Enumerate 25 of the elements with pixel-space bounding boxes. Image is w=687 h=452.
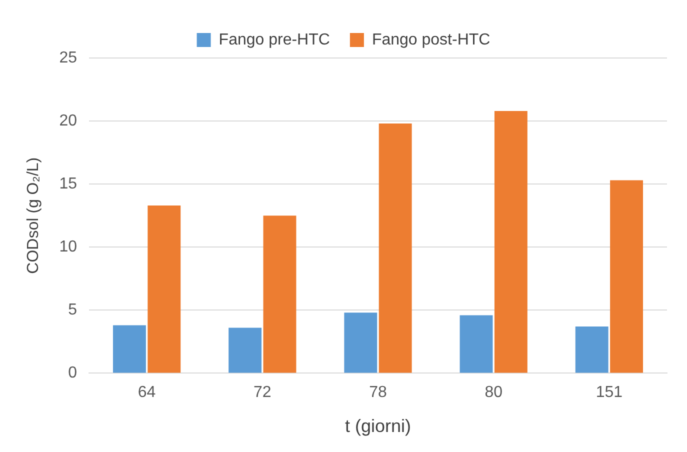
y-tick-label: 10 (59, 238, 78, 256)
bar (344, 312, 378, 373)
legend-label: Fango pre-HTC (218, 31, 330, 48)
y-tick-label: 20 (59, 112, 78, 130)
x-tick-label: 151 (596, 384, 623, 402)
bar (378, 124, 412, 373)
bar (460, 315, 493, 373)
bar (112, 325, 146, 373)
x-tick-label: 64 (138, 384, 156, 402)
x-tick-label: 80 (484, 384, 503, 402)
legend-label: Fango post-HTC (372, 31, 490, 48)
y-tick-label: 5 (68, 302, 78, 319)
bar (575, 326, 608, 373)
y-tick-label: 0 (68, 364, 78, 382)
bar (228, 328, 262, 373)
bar (148, 206, 181, 373)
y-tick-label: 15 (59, 175, 78, 192)
x-tick-label: 72 (254, 384, 272, 402)
bar (263, 216, 296, 373)
x-axis-title: t (giorni) (344, 416, 412, 436)
y-tick-label: 25 (59, 49, 78, 66)
x-tick-label: 78 (369, 384, 387, 402)
y-axis-title: CODsol (g O₂/L) (25, 157, 42, 274)
bar (494, 110, 528, 373)
bar (610, 180, 644, 373)
